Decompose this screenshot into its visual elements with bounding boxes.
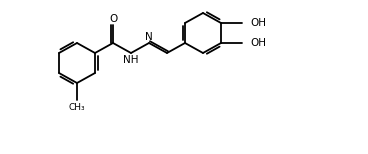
Text: NH: NH [123,55,139,65]
Text: OH: OH [250,38,266,48]
Text: O: O [109,14,117,24]
Text: OH: OH [250,18,266,28]
Text: N: N [145,32,153,42]
Text: CH₃: CH₃ [69,103,85,113]
